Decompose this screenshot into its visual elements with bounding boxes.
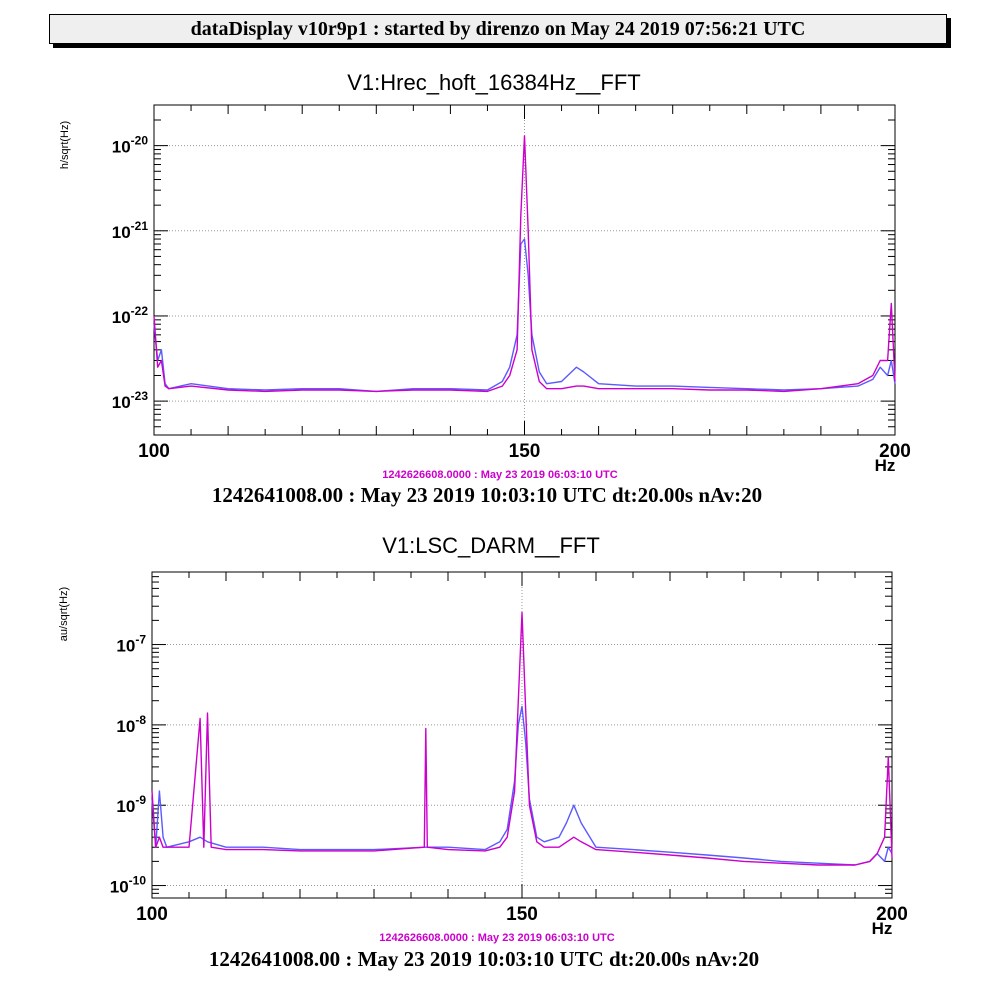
plot1-y-tick-label: 10-20	[112, 134, 149, 157]
plot1-reference-time: 1242626608.0000 : May 23 2019 06:03:10 U…	[382, 469, 618, 481]
plot2-x-tick-label: 200	[876, 904, 908, 925]
plot2-title: V1:LSC_DARM__FFT	[382, 533, 600, 558]
plot2-series-1-trace	[151, 705, 893, 866]
plot1-y-tick-label: 10-21	[112, 219, 149, 242]
plot2-reference-time: 1242626608.0000 : May 23 2019 06:03:10 U…	[379, 932, 615, 944]
plot2-y-axis-label: au/sqrt(Hz)	[58, 587, 70, 641]
plot2-x-tick-label: 100	[136, 904, 168, 925]
app-title: dataDisplay v10r9p1 : started by direnzo…	[190, 17, 806, 40]
plot2-series-2-trace	[151, 611, 893, 866]
plot1-y-axis-label: h/sqrt(Hz)	[59, 121, 71, 169]
plot2-info-line: 1242641008.00 : May 23 2019 10:03:10 UTC…	[209, 947, 759, 971]
plot1-y-tick-label: 10-23	[112, 389, 149, 412]
plot1-y-tick-label: 10-22	[112, 304, 149, 327]
plot1-title: V1:Hrec_hoft_16384Hz__FFT	[347, 70, 641, 95]
plot2-y-tick-label: 10-9	[116, 793, 146, 816]
plot1-x-tick-label: 200	[879, 441, 911, 462]
plot1-x-tick-label: 150	[509, 441, 541, 462]
plot1-x-tick-label: 100	[138, 441, 170, 462]
app-title-banner: dataDisplay v10r9p1 : started by direnzo…	[49, 14, 947, 44]
plot2-y-tick-label: 10-10	[110, 874, 147, 897]
plot1-x-axis-label: Hz	[875, 456, 896, 475]
plot2-y-tick-label: 10-7	[116, 633, 146, 656]
plot1-series-2-trace	[153, 135, 896, 393]
plot1-info-line: 1242641008.00 : May 23 2019 10:03:10 UTC…	[212, 483, 762, 507]
plot2-x-axis-label: Hz	[872, 919, 893, 938]
plot2-x-tick-label: 150	[506, 904, 538, 925]
plot2-y-tick-label: 10-8	[116, 713, 146, 736]
